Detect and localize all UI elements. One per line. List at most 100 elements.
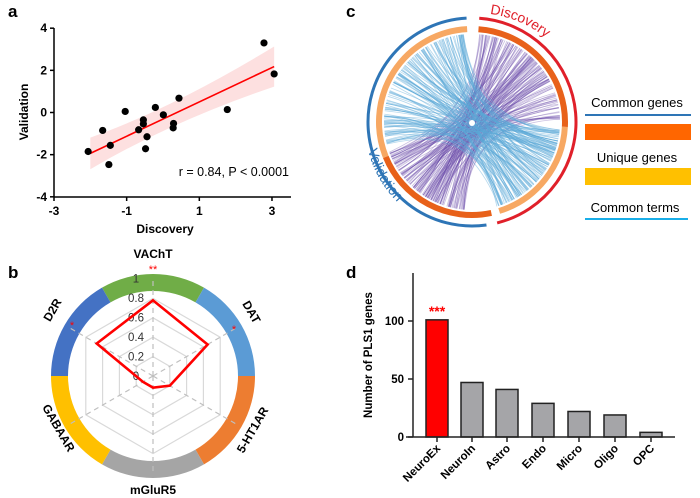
chord	[411, 44, 515, 187]
chord	[432, 36, 495, 202]
panel-label-b: b	[8, 263, 18, 282]
chord	[430, 35, 487, 200]
chord	[393, 81, 549, 166]
chord	[385, 129, 555, 154]
data-point	[84, 147, 92, 156]
chord	[415, 40, 506, 191]
chord	[393, 82, 558, 144]
chord	[417, 57, 532, 192]
ring-segment-dat	[195, 287, 255, 376]
x-tick-label: NeuroIn	[439, 443, 478, 482]
significance-marker: **	[149, 264, 158, 276]
chord	[384, 128, 559, 137]
chord	[409, 97, 557, 185]
chord	[414, 55, 558, 142]
chord	[400, 69, 505, 204]
chord	[435, 68, 543, 203]
chord	[442, 37, 498, 206]
chord	[425, 96, 557, 197]
chord	[422, 48, 544, 174]
chord	[426, 76, 548, 198]
chord	[427, 78, 549, 199]
chord	[389, 38, 502, 154]
chord	[427, 46, 518, 199]
chord	[425, 60, 536, 197]
chord	[390, 58, 534, 156]
data-point	[169, 124, 177, 132]
chord	[384, 115, 510, 202]
chord	[423, 74, 547, 196]
chord	[425, 35, 487, 198]
chord	[384, 130, 515, 200]
chord	[384, 115, 499, 207]
chord	[434, 39, 504, 203]
x-tick-label: Oligo	[592, 443, 621, 472]
chord	[453, 35, 560, 131]
chord	[393, 35, 491, 164]
chord	[393, 82, 537, 183]
chord	[383, 120, 533, 187]
panel-label-d: d	[346, 263, 356, 282]
legend-common-genes: Common genes	[591, 95, 683, 110]
chord	[398, 38, 502, 171]
chord	[384, 125, 555, 154]
chord	[439, 39, 526, 193]
chord	[446, 99, 558, 207]
chord	[460, 34, 548, 168]
chord	[456, 78, 550, 209]
x-tick-label: Micro	[555, 443, 585, 473]
chord	[404, 93, 556, 179]
chord	[386, 101, 560, 136]
chord	[395, 77, 547, 171]
chord	[424, 47, 551, 162]
chord	[461, 34, 529, 191]
chord	[440, 43, 513, 205]
chord	[425, 47, 558, 142]
chord	[393, 81, 560, 132]
chord	[460, 38, 502, 210]
chord	[385, 102, 515, 200]
chord	[427, 73, 546, 199]
chord	[422, 62, 538, 196]
chord	[401, 92, 556, 176]
chord	[455, 118, 560, 209]
chord	[403, 66, 511, 202]
chord	[462, 34, 520, 197]
chord	[463, 80, 550, 210]
chord	[386, 130, 556, 151]
chord	[408, 60, 558, 145]
chord	[460, 34, 557, 149]
chord	[415, 59, 535, 190]
data-point	[121, 107, 129, 116]
chord	[430, 44, 528, 192]
chord	[450, 94, 556, 208]
chord	[384, 122, 557, 148]
chord	[420, 49, 514, 201]
chord	[410, 58, 504, 205]
spoke	[68, 375, 154, 426]
chord	[426, 46, 557, 149]
chord	[398, 37, 497, 171]
radar-panel: 00.20.40.60.81VAChTDAT5-HT1ARmGluR5GABAA…	[39, 247, 271, 497]
chord	[409, 116, 560, 185]
chord	[394, 53, 528, 164]
chord	[456, 35, 520, 197]
chord	[419, 42, 512, 194]
legend-common-terms: Common terms	[591, 200, 680, 215]
chord	[404, 65, 559, 140]
chord	[384, 115, 529, 191]
chord	[384, 130, 555, 154]
chord	[384, 125, 504, 205]
chord	[451, 45, 517, 208]
bar-endo	[531, 402, 555, 438]
chord	[431, 107, 559, 201]
chord	[443, 36, 493, 206]
chord	[448, 58, 534, 208]
chord	[463, 115, 560, 210]
bar-panel: NeuroEx *** NeuroIn Astro Endo Micro Oligo OPC 0…	[363, 273, 675, 485]
chord	[424, 65, 540, 197]
chord	[425, 71, 545, 198]
chord	[446, 37, 560, 136]
chord	[412, 107, 559, 188]
chord	[415, 53, 540, 180]
